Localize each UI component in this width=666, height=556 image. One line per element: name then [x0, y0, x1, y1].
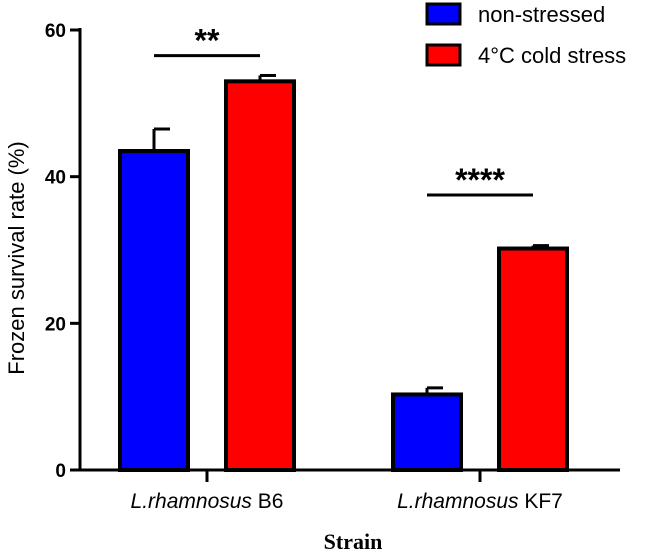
bar-cold-stress-1 [497, 246, 569, 472]
legend-swatch-cold-stress [425, 43, 462, 67]
y-tick-label: 0 [55, 461, 66, 482]
bar-non-stressed-1 [391, 392, 463, 473]
bar-cold-stress-0 [224, 79, 296, 472]
y-tick-label: 20 [45, 314, 66, 335]
y-tick-label: 60 [45, 21, 66, 42]
y-axis-label: Frozen survival rate (%) [4, 141, 29, 375]
bar-non-stressed-0 [118, 149, 190, 472]
x-axis-label: Strain [324, 529, 383, 554]
legend-label: non-stressed [478, 2, 605, 27]
x-tick-label: L.rhamnosus KF7 [397, 490, 563, 513]
x-tick-label: L.rhamnosus B6 [131, 490, 284, 513]
legend-swatch-non-stressed [425, 2, 462, 26]
legend-label: 4°C cold stress [478, 43, 626, 68]
significance-label: **** [455, 162, 505, 198]
y-tick-label: 40 [45, 168, 66, 189]
significance-label: ** [195, 23, 220, 59]
